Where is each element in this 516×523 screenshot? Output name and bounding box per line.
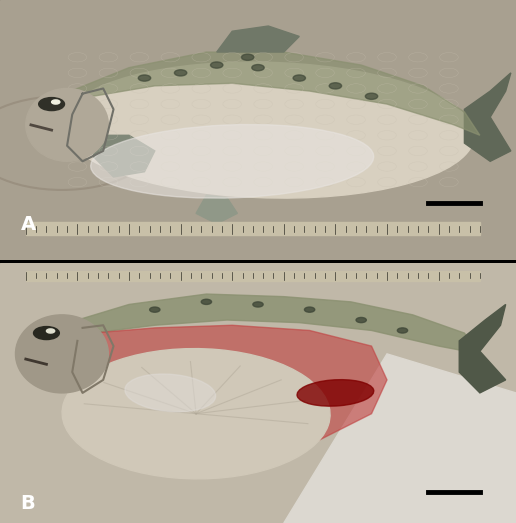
Ellipse shape [91, 124, 374, 198]
Bar [26, 222, 480, 235]
Circle shape [34, 326, 59, 339]
Ellipse shape [62, 62, 474, 198]
Polygon shape [217, 26, 299, 52]
Circle shape [241, 54, 254, 60]
Circle shape [211, 62, 223, 68]
Circle shape [293, 75, 305, 81]
Ellipse shape [26, 88, 108, 161]
Polygon shape [284, 354, 516, 523]
Circle shape [201, 299, 212, 304]
Ellipse shape [297, 380, 374, 406]
Polygon shape [93, 325, 387, 458]
Circle shape [150, 307, 160, 312]
Circle shape [252, 64, 264, 71]
Circle shape [253, 302, 263, 307]
Circle shape [138, 75, 151, 81]
Text: B: B [21, 494, 36, 513]
Polygon shape [459, 304, 506, 393]
Circle shape [329, 83, 342, 89]
Polygon shape [93, 135, 155, 177]
Text: A: A [21, 215, 36, 234]
Circle shape [365, 93, 378, 99]
Circle shape [356, 317, 366, 323]
Polygon shape [196, 195, 237, 224]
Ellipse shape [15, 315, 108, 393]
Ellipse shape [62, 349, 330, 479]
Polygon shape [52, 294, 480, 354]
Polygon shape [464, 73, 511, 161]
Circle shape [46, 329, 55, 333]
Circle shape [52, 100, 60, 104]
Circle shape [39, 98, 64, 110]
Polygon shape [52, 52, 480, 135]
Circle shape [174, 70, 187, 76]
Circle shape [397, 328, 408, 333]
Ellipse shape [125, 374, 216, 412]
Circle shape [304, 307, 315, 312]
Bar [26, 270, 480, 281]
